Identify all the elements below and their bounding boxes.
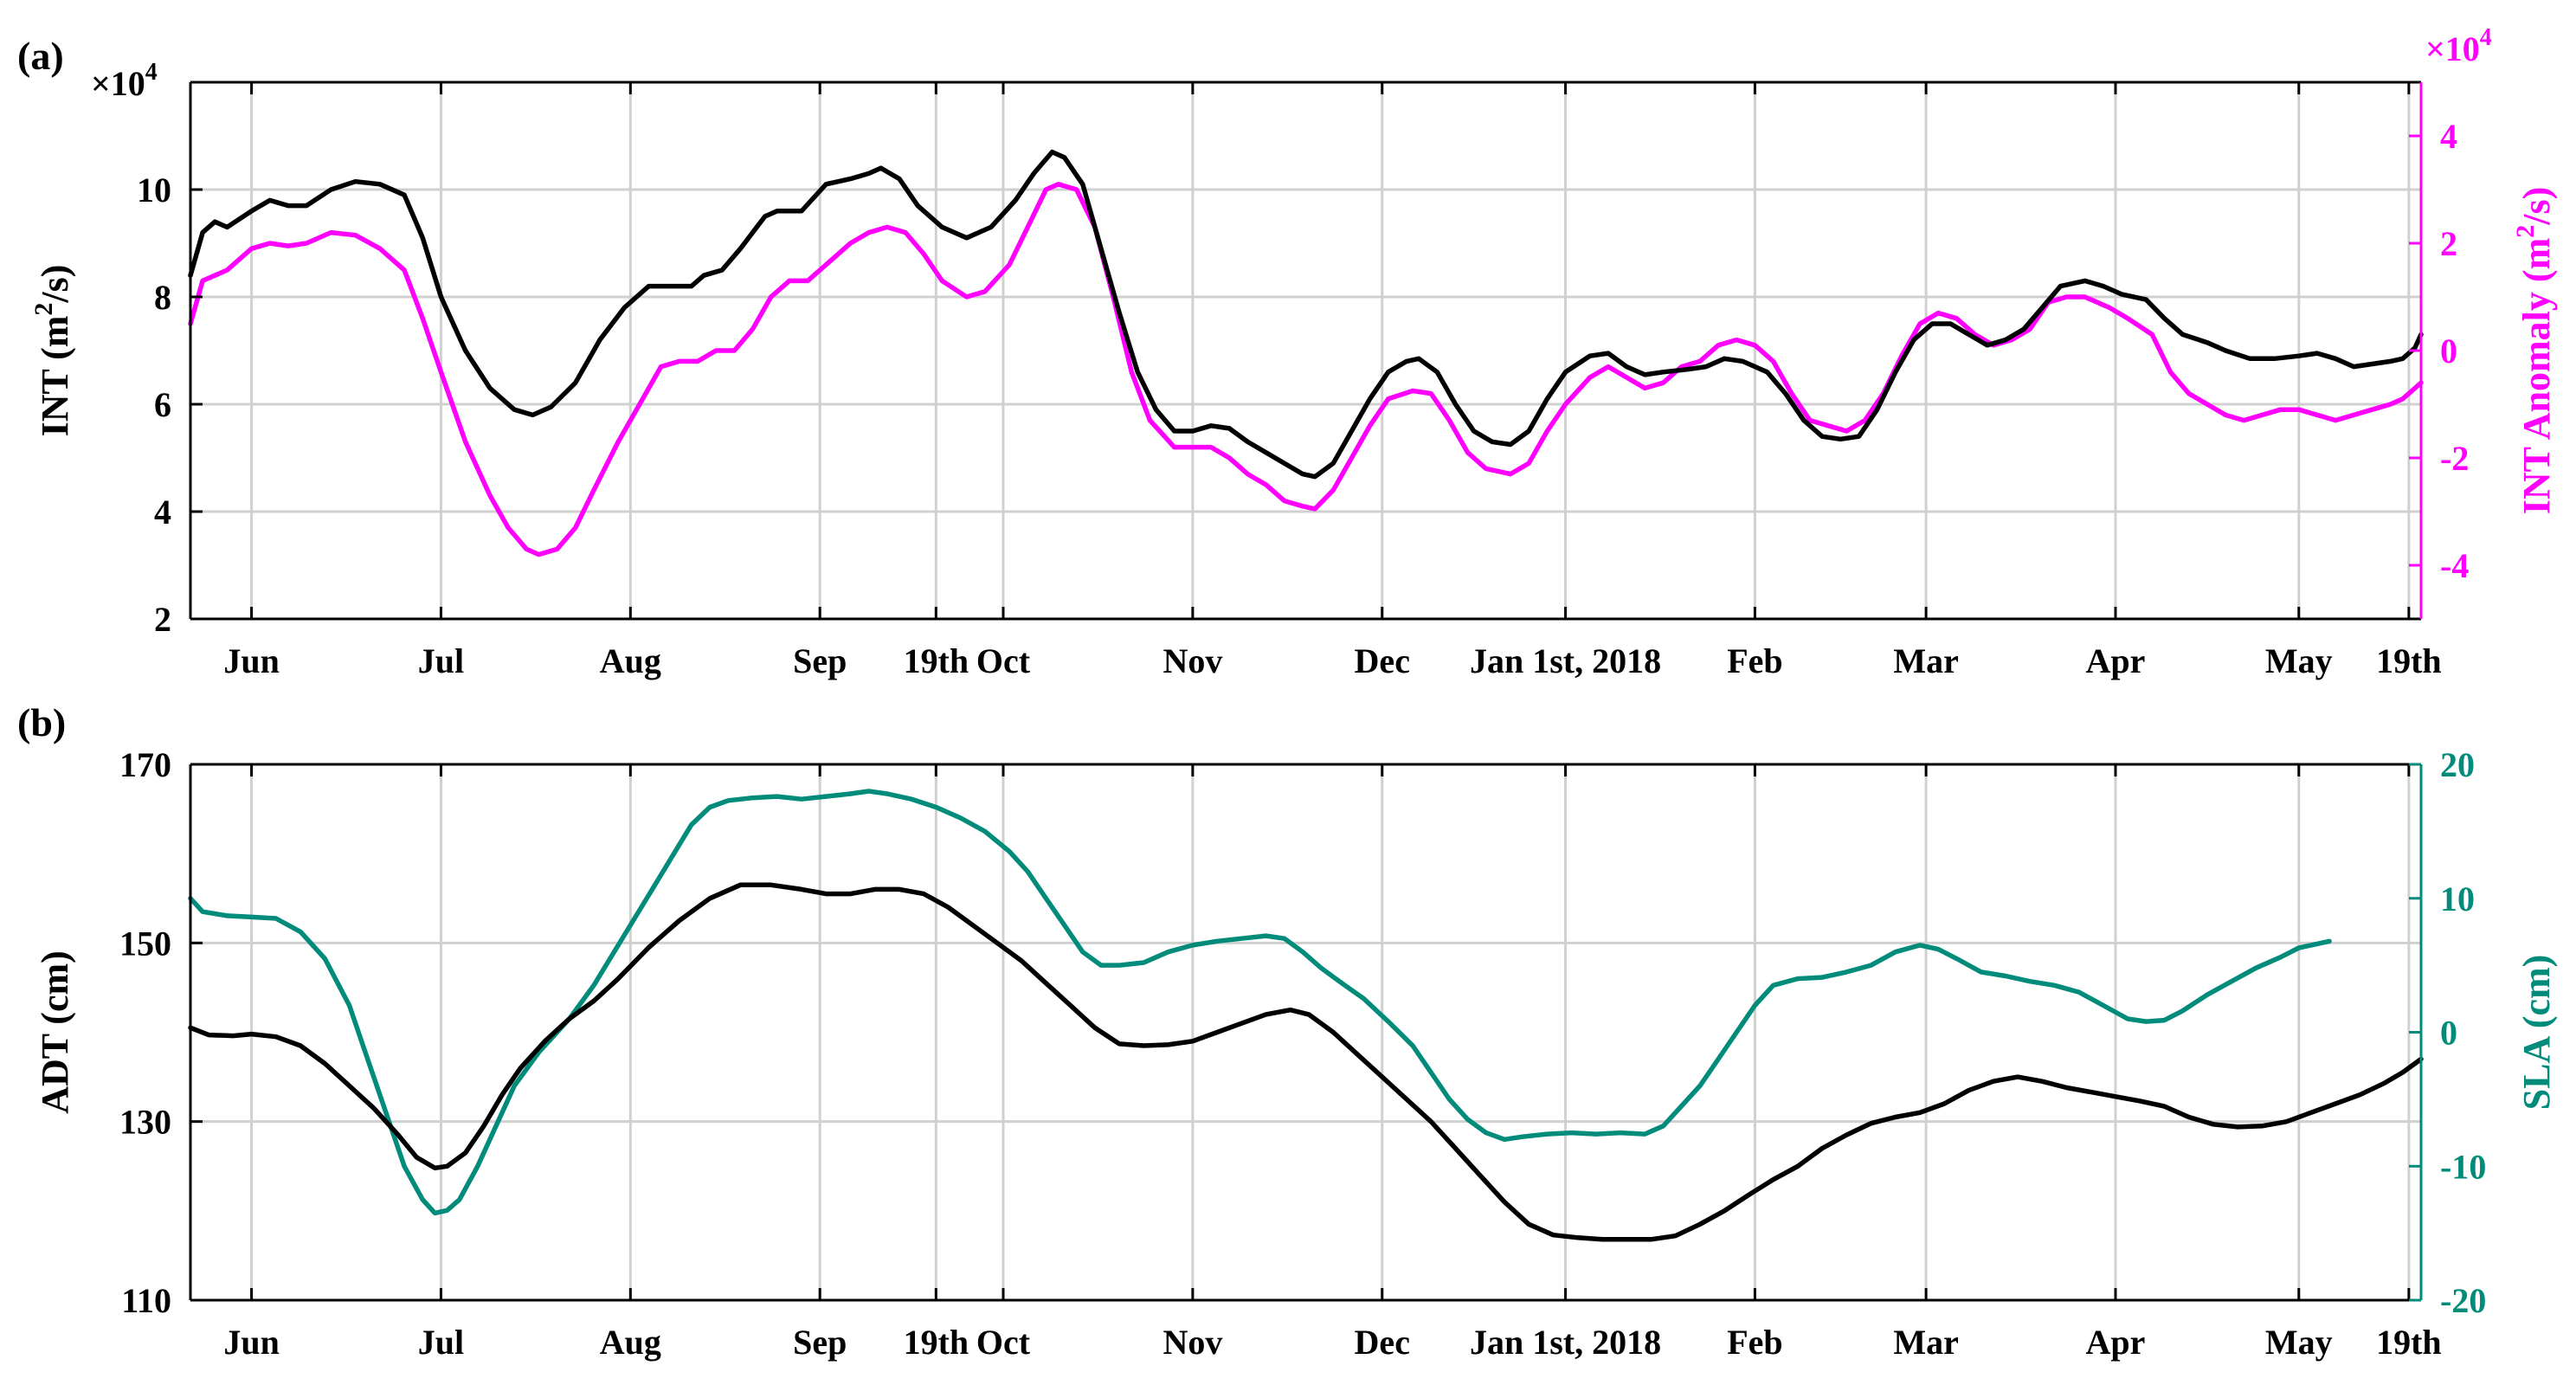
left-axis-label-main: INT (m [34, 316, 76, 437]
right-axis-label-main: SLA (cm) [2515, 955, 2558, 1111]
x-tick-label: Dec [1355, 1323, 1410, 1362]
right-axis-label: SLA (cm) [2515, 955, 2558, 1111]
left-axis-label: ADT (cm) [34, 950, 76, 1114]
x-tick-label: 19th [2376, 1323, 2442, 1362]
right-tick-label: 2 [2440, 224, 2457, 263]
series-line-sla [188, 789, 2332, 1216]
left-tick-label: 130 [119, 1103, 171, 1142]
right-axis-label-main: INT Anomaly (m [2515, 238, 2558, 514]
right-tick-label: -2 [2440, 439, 2469, 478]
x-tick-label: Jan 1st, 2018 [1470, 1323, 1661, 1362]
left-axis-label-main: ADT (cm) [34, 950, 76, 1114]
x-tick-label: Dec [1355, 641, 1410, 680]
right-multiplier-exponent: 4 [2480, 24, 2492, 51]
right-axis-label: INT Anomaly (m2/s) [2511, 187, 2558, 514]
x-tick-label: Jul [418, 1323, 464, 1362]
x-tick-label: Mar [1893, 641, 1959, 680]
left-axis-label-superscript: 2 [29, 303, 58, 316]
left-tick-label: 4 [154, 493, 171, 531]
right-tick-label: -10 [2440, 1147, 2486, 1186]
right-tick-label: 20 [2440, 745, 2475, 784]
right-tick-label: -20 [2440, 1281, 2486, 1320]
series-line-adt [188, 882, 2424, 1242]
right-tick-label: -4 [2440, 546, 2469, 585]
x-tick-label: Nov [1162, 641, 1222, 680]
left-tick-label: 170 [119, 745, 171, 784]
x-tick-label: Feb [1727, 1323, 1782, 1362]
left-axis-label-end: /s) [34, 265, 76, 304]
x-tick-label: Aug [600, 1323, 661, 1362]
x-tick-label: Jul [418, 641, 464, 680]
right-axis-label-end: /s) [2515, 187, 2558, 226]
x-tick-label: 19th [904, 641, 969, 680]
x-tick-label: 19th [904, 1323, 969, 1362]
left-tick-label: 10 [137, 171, 171, 209]
x-tick-label: Apr [2086, 1323, 2146, 1362]
left-tick-label: 150 [119, 924, 171, 963]
right-axis-label-superscript: 2 [2511, 225, 2540, 238]
x-tick-label: 19th [2376, 641, 2442, 680]
x-tick-label: Apr [2086, 641, 2146, 680]
left-tick-label: 110 [121, 1281, 171, 1320]
x-tick-label: Nov [1162, 1323, 1222, 1362]
x-tick-label: Jun [223, 641, 280, 680]
panel-a: Jun Jul Aug Sep 19th Oct Nov Dec Jan 1st, 2018 Fe… [17, 24, 2558, 680]
series-line-int-anomaly [188, 182, 2424, 557]
panel-b: Jun Jul Aug Sep 19th Oct Nov Dec Jan 1st, 2018 Fe… [17, 700, 2558, 1362]
left-axis-label: INT (m2/s) [29, 265, 76, 437]
right-tick-label: 4 [2440, 117, 2457, 156]
x-tick-label: Oct [976, 641, 1031, 680]
x-tick-label: Mar [1893, 1323, 1959, 1362]
right-tick-label: 10 [2440, 879, 2475, 918]
x-tick-label: May [2265, 641, 2333, 680]
left-tick-label: 6 [154, 385, 171, 424]
series-line-int [188, 149, 2424, 480]
x-tick-label: Sep [793, 641, 847, 680]
left-tick-label: 8 [154, 278, 171, 317]
right-tick-label: 0 [2440, 332, 2457, 370]
x-tick-label: Feb [1727, 641, 1782, 680]
left-multiplier-exponent: 4 [145, 59, 158, 86]
x-tick-label: Jan 1st, 2018 [1470, 641, 1661, 680]
x-tick-label: May [2265, 1323, 2333, 1362]
x-tick-label: Aug [600, 641, 661, 680]
panel-label: (b) [17, 700, 66, 744]
panel-label: (a) [17, 34, 64, 78]
left-tick-label: 2 [154, 600, 171, 639]
x-tick-label: Sep [793, 1323, 847, 1362]
x-tick-label: Oct [976, 1323, 1031, 1362]
right-tick-label: 0 [2440, 1014, 2457, 1053]
x-tick-label: Jun [223, 1323, 280, 1362]
